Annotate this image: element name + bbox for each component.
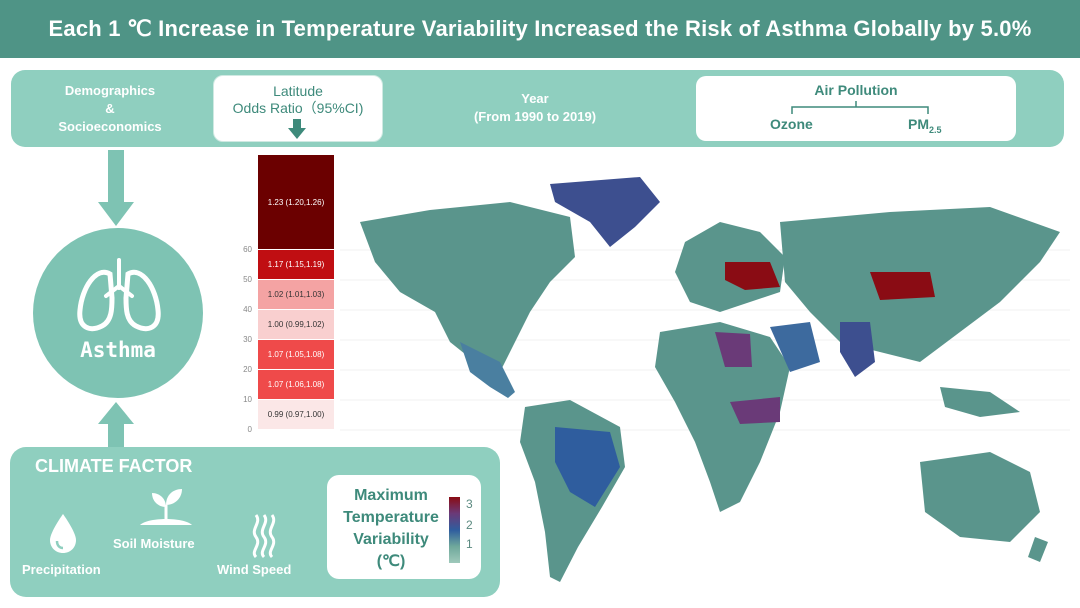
latitude-title: Latitude	[273, 83, 323, 99]
brazil-shape	[555, 427, 620, 507]
east-africa-shape	[730, 397, 780, 424]
odds-ratio-label: Odds Ratio（95%CI)	[232, 100, 364, 116]
asthma-circle: Asthma	[33, 228, 203, 398]
precipitation-label: Precipitation	[22, 562, 101, 577]
eastern-europe-shape	[725, 262, 780, 290]
latitude-box: Latitude Odds Ratio（95%CI)	[213, 75, 383, 142]
climate-title: CLIMATE FACTOR	[35, 456, 193, 476]
north-america-shape	[360, 202, 575, 372]
legend-title-line: Maximum	[354, 487, 428, 504]
odds-ratio-band: 1.07 (1.06,1.08)	[258, 370, 334, 399]
africa-shape	[655, 322, 790, 512]
odds-ratio-band: 1.02 (1.01,1.03)	[258, 280, 334, 309]
pm-subscript: 2.5	[929, 124, 942, 135]
india-shape	[840, 322, 875, 377]
arrow-up-icon	[98, 402, 134, 447]
year-range: (From 1990 to 2019)	[473, 109, 597, 124]
ozone-label: Ozone	[770, 116, 813, 132]
odds-ratio-band: 1.07 (1.05,1.08)	[258, 340, 334, 369]
latitude-tick: 60	[243, 245, 252, 254]
climate-factor-box: CLIMATE FACTOR Precipitation Soil Moistu…	[10, 447, 500, 597]
air-pollution-box: Air Pollution Ozone PM2.5	[696, 76, 1016, 141]
legend-title-line: Variability	[353, 531, 429, 548]
odds-ratio-band: 1.23 (1.20,1.26)	[258, 155, 334, 249]
arabia-shape	[770, 322, 820, 372]
latitude-tick: 20	[243, 365, 252, 374]
demographics-label: Demographics & Socioeconomics	[40, 82, 180, 136]
central-america-shape	[460, 342, 515, 398]
demographics-line: Demographics	[64, 83, 156, 98]
year-title: Year	[521, 91, 549, 106]
wind-speed-label: Wind Speed	[217, 562, 292, 577]
wind-icon	[252, 514, 276, 559]
air-pollution-title: Air Pollution	[814, 82, 898, 98]
arrow-down-icon	[98, 150, 134, 226]
socioeconomics-line: Socioeconomics	[58, 119, 162, 134]
soil-moisture-label: Soil Moisture	[113, 536, 195, 551]
legend-title: Maximum Temperature Variability (℃)	[331, 485, 451, 573]
world-map	[340, 177, 1070, 582]
indonesia-shape	[940, 387, 1020, 417]
colorbar	[449, 497, 460, 563]
latitude-tick: 0	[247, 425, 252, 434]
libya-egypt-shape	[715, 332, 752, 367]
legend-title-line: Temperature	[343, 509, 439, 526]
pm25-label: PM2.5	[908, 116, 942, 135]
new-zealand-shape	[1028, 537, 1048, 562]
latitude-tick: 50	[243, 275, 252, 284]
latitude-tick: 10	[243, 395, 252, 404]
legend-tick: 3	[466, 497, 473, 511]
asthma-label: Asthma	[80, 338, 156, 362]
sprout-icon	[140, 489, 192, 525]
water-drop-icon	[50, 514, 76, 553]
bracket-icon	[791, 101, 929, 114]
pm-text: PM	[908, 116, 929, 132]
legend-title-line: (℃)	[376, 553, 406, 570]
lungs-icon	[77, 258, 161, 332]
down-arrow-icon	[288, 119, 306, 139]
greenland-shape	[550, 177, 660, 247]
legend-tick: 1	[466, 537, 473, 551]
latitude-tick: 30	[243, 335, 252, 344]
legend-tick: 2	[466, 518, 473, 532]
latitude-tick: 40	[243, 305, 252, 314]
odds-ratio-band: 0.99 (0.97,1.00)	[258, 400, 334, 429]
mongolia-shape	[870, 272, 935, 300]
demographics-amp: &	[105, 101, 115, 116]
australia-shape	[920, 452, 1040, 542]
odds-ratio-band: 1.00 (0.99,1.02)	[258, 310, 334, 339]
year-label: Year (From 1990 to 2019)	[450, 90, 620, 126]
page-title: Each 1 ℃ Increase in Temperature Variabi…	[0, 0, 1080, 58]
color-legend: Maximum Temperature Variability (℃) 3 2 …	[327, 475, 481, 579]
odds-ratio-band: 1.17 (1.15,1.19)	[258, 250, 334, 279]
